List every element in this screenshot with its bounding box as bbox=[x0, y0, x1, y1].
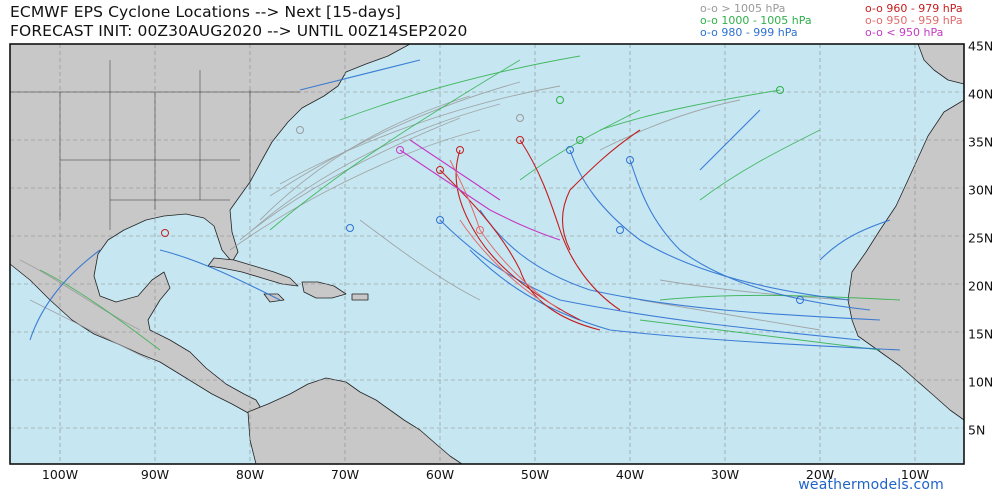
land-cuba bbox=[207, 257, 299, 287]
lat-label-30n: 30N bbox=[968, 182, 994, 198]
lon-label-70w: 70W bbox=[330, 467, 360, 482]
legend-entry-960-979: o-o 960 - 979 hPa bbox=[865, 2, 963, 15]
lon-label-90w: 90W bbox=[140, 467, 170, 482]
lon-label-40w: 40W bbox=[615, 467, 645, 482]
lon-label-30w: 30W bbox=[710, 467, 740, 482]
state-borders bbox=[10, 60, 300, 230]
track-group-weak-gray bbox=[19, 81, 851, 361]
lat-label-15n: 15N bbox=[968, 326, 994, 342]
lat-label-25n: 25N bbox=[968, 230, 994, 246]
lon-label-100w: 100W bbox=[41, 467, 79, 482]
track-group-green bbox=[39, 55, 901, 351]
lat-label-45n: 45N bbox=[968, 38, 994, 54]
land-africa bbox=[847, 99, 965, 421]
legend-entry-980-999: o-o 980 - 999 hPa bbox=[700, 26, 798, 39]
lat-label-40n: 40N bbox=[968, 86, 994, 102]
legend-entry-gt-1005: o-o > 1005 hPa bbox=[700, 2, 786, 15]
lon-label-60w: 60W bbox=[425, 467, 455, 482]
track-group-blue bbox=[29, 59, 901, 351]
legend-entry-1000-1005: o-o 1000 - 1005 hPa bbox=[700, 14, 812, 27]
lat-label-5n: 5N bbox=[968, 422, 986, 438]
map-title-line-1: ECMWF EPS Cyclone Locations --> Next [15… bbox=[10, 3, 401, 21]
map-frame bbox=[9, 43, 965, 465]
lat-label-35n: 35N bbox=[968, 134, 994, 150]
lat-label-10n: 10N bbox=[968, 374, 994, 390]
legend-entry-950-959: o-o 950 - 959 hPa bbox=[865, 14, 963, 27]
lon-label-10w: 10W bbox=[900, 467, 930, 482]
track-group-magenta bbox=[399, 139, 561, 241]
lat-label-20n: 20N bbox=[968, 278, 994, 294]
lon-label-20w: 20W bbox=[805, 467, 835, 482]
lon-label-80w: 80W bbox=[235, 467, 265, 482]
track-point-markers bbox=[161, 86, 804, 304]
map-title-line-2: FORECAST INIT: 00Z30AUG2020 --> UNTIL 00… bbox=[10, 22, 468, 40]
lon-label-50w: 50W bbox=[520, 467, 550, 482]
track-group-pink bbox=[449, 159, 561, 311]
land-puerto-rico bbox=[351, 293, 369, 301]
land-hispaniola bbox=[301, 281, 347, 299]
legend-entry-lt-950: o-o < 950 hPa bbox=[865, 26, 944, 39]
site-credit-link[interactable]: weathermodels.com bbox=[798, 477, 944, 493]
